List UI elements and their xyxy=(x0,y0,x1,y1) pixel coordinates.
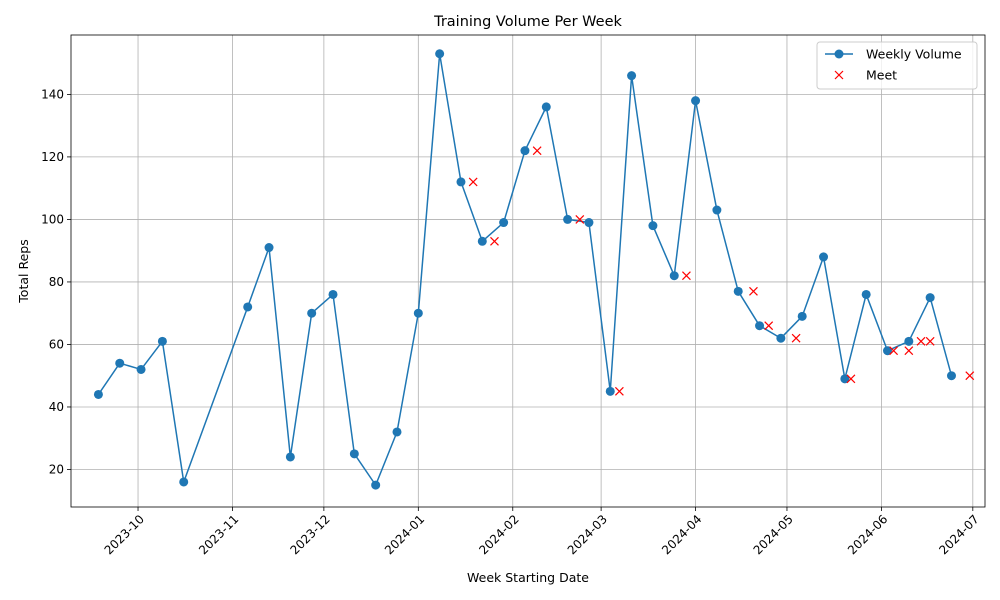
y-tick-label: 140 xyxy=(41,87,64,101)
chart-title: Training Volume Per Week xyxy=(433,14,622,30)
y-tick-label: 20 xyxy=(49,462,64,476)
y-tick-label: 80 xyxy=(49,275,64,289)
weekly-volume-point xyxy=(925,293,935,303)
weekly-volume-point xyxy=(93,389,103,399)
y-axis-label: Total Reps xyxy=(16,239,31,303)
legend-circle-marker xyxy=(834,49,844,59)
weekly-volume-point xyxy=(136,364,146,374)
meet-marker xyxy=(965,371,975,381)
weekly-volume-point xyxy=(371,480,381,490)
weekly-volume-point xyxy=(797,311,807,321)
y-tick-label: 40 xyxy=(49,400,64,414)
weekly-volume-point xyxy=(520,146,530,156)
weekly-volume-point xyxy=(392,427,402,437)
weekly-volume-point xyxy=(477,236,487,246)
y-tick-label: 60 xyxy=(49,337,64,351)
weekly-volume-point xyxy=(157,336,167,346)
meet-marker xyxy=(490,236,499,246)
meet-marker xyxy=(916,336,926,346)
meet-marker xyxy=(889,346,899,356)
weekly-volume-point xyxy=(840,374,850,384)
legend-label-weekly-volume: Weekly Volume xyxy=(866,47,962,62)
plot-frame xyxy=(70,34,986,508)
weekly-volume-point xyxy=(648,221,658,231)
weekly-volume-point xyxy=(435,49,445,59)
legend-label-meet: Meet xyxy=(866,68,897,83)
weekly-volume-point xyxy=(115,358,125,368)
weekly-volume-point xyxy=(946,371,956,381)
weekly-volume-point xyxy=(456,177,466,187)
weekly-volume-point xyxy=(584,218,594,228)
weekly-volume-point xyxy=(691,96,701,106)
weekly-volume-point xyxy=(712,205,722,215)
y-tick-label: 120 xyxy=(41,150,64,164)
legend: Weekly Volume Meet xyxy=(816,41,978,90)
weekly-volume-point xyxy=(883,346,893,356)
meet-marker xyxy=(614,386,624,396)
weekly-volume-point xyxy=(413,308,423,318)
weekly-volume-point xyxy=(541,102,551,112)
meet-marker xyxy=(791,333,801,343)
legend-box xyxy=(816,41,978,90)
weekly-volume-point xyxy=(264,243,274,253)
weekly-volume-point xyxy=(627,71,637,81)
meet-marker xyxy=(764,321,774,331)
meet-marker xyxy=(749,286,758,296)
weekly-volume-point xyxy=(733,286,743,296)
weekly-volume-point xyxy=(563,214,573,224)
meet-marker xyxy=(904,346,914,356)
weekly-volume-point xyxy=(605,386,615,396)
weekly-volume-point xyxy=(819,252,829,262)
meet-marker xyxy=(682,271,691,281)
series-layer xyxy=(93,49,975,490)
weekly-volume-point xyxy=(328,289,338,299)
weekly-volume-point xyxy=(285,452,295,462)
weekly-volume-point xyxy=(499,218,509,228)
weekly-volume-point xyxy=(307,308,317,318)
weekly-volume-point xyxy=(179,477,189,487)
weekly-volume-point xyxy=(755,321,765,331)
weekly-volume-point xyxy=(243,302,253,312)
x-axis-label: Week Starting Date xyxy=(467,570,589,585)
meet-marker xyxy=(925,336,935,346)
weekly-volume-point xyxy=(861,289,871,299)
grid xyxy=(71,35,985,507)
meet-marker xyxy=(575,214,585,224)
weekly-volume-point xyxy=(904,336,914,346)
weekly-volume-point xyxy=(349,449,359,459)
meet-marker xyxy=(532,146,542,156)
y-tick-label: 100 xyxy=(41,212,64,226)
weekly-volume-point xyxy=(776,333,786,343)
meet-marker xyxy=(846,374,856,384)
weekly-volume-point xyxy=(669,271,679,281)
legend-x-marker xyxy=(834,70,844,80)
meet-marker xyxy=(468,177,478,187)
